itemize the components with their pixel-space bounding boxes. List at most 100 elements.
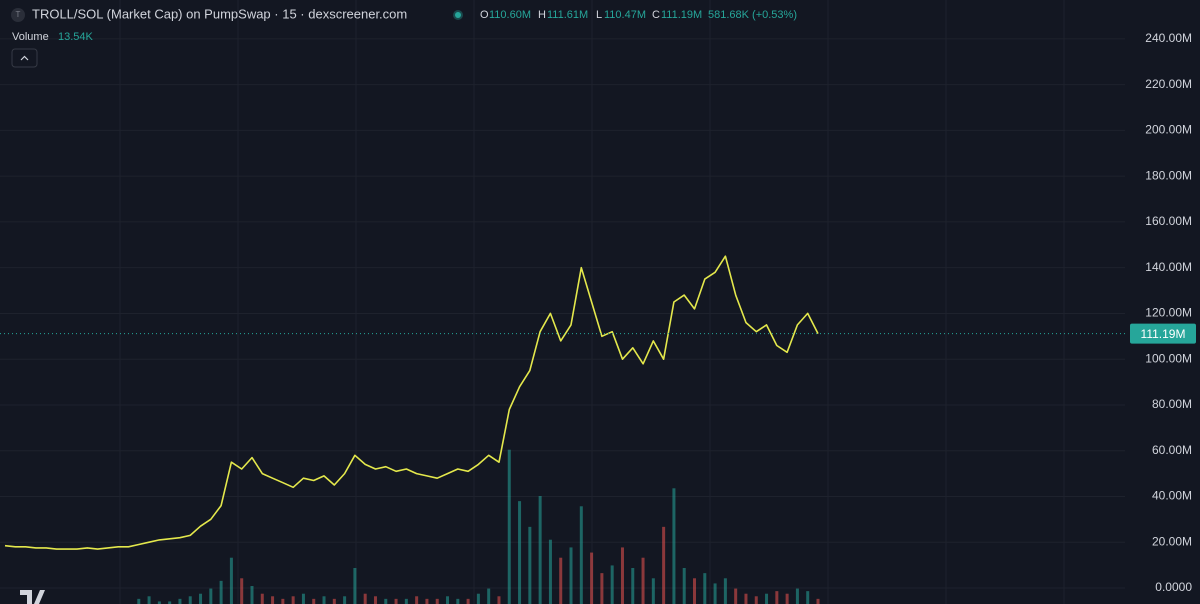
volume-bar [806, 591, 810, 604]
low-value: 110.47M [604, 9, 646, 21]
high-value: 111.61M [547, 9, 588, 21]
change-value: 581.68K (+0.53%) [708, 9, 797, 21]
volume-bar [281, 598, 285, 604]
token-icon-letter: T [16, 10, 21, 19]
volume-bar [754, 596, 758, 604]
collapse-button[interactable] [11, 48, 38, 68]
volume-bar [518, 501, 522, 604]
volume-bar [260, 593, 264, 604]
volume-bar [291, 596, 295, 604]
volume-bar [178, 598, 182, 604]
volume-bar [569, 547, 573, 604]
volume-bar [703, 573, 707, 604]
open-value: 110.60M [489, 9, 531, 21]
volume-bar [137, 598, 141, 604]
volume-bar [620, 547, 624, 604]
volume-bar [301, 593, 305, 604]
y-tick-label: 100.00M [1145, 351, 1192, 365]
volume-bar [723, 578, 727, 604]
volume-bar [734, 588, 738, 604]
volume-bar [528, 526, 532, 604]
vertical-grid [119, 0, 1065, 604]
volume-bar [662, 526, 666, 604]
volume-bar [672, 488, 676, 604]
volume-bar [209, 588, 213, 604]
volume-value: 13.54K [58, 31, 94, 43]
y-tick-label: 120.00M [1145, 306, 1192, 320]
y-tick-label: 240.00M [1145, 31, 1192, 45]
y-tick-label: 40.00M [1152, 489, 1192, 503]
volume-bar [538, 496, 542, 604]
volume-bar [229, 557, 233, 604]
volume-bar [651, 578, 655, 604]
volume-bar [394, 598, 398, 604]
volume-bar [332, 598, 336, 604]
volume-bar [271, 596, 275, 604]
volume-bar [147, 596, 151, 604]
price-scale [1125, 0, 1200, 604]
last-price-label: 111.19M [1141, 327, 1186, 341]
y-tick-label: 80.00M [1152, 397, 1192, 411]
volume-bar [795, 588, 799, 604]
volume-bar [590, 552, 594, 604]
volume-bar [641, 557, 645, 604]
volume-bar [322, 596, 326, 604]
low-label: L [596, 9, 602, 21]
volume-bar [250, 586, 254, 604]
volume-bar [713, 583, 717, 604]
volume-bar [456, 598, 460, 604]
high-label: H [538, 9, 546, 21]
open-label: O [480, 9, 489, 21]
token-icon[interactable] [11, 8, 25, 22]
y-tick-label: 60.00M [1152, 443, 1192, 457]
volume-bar [507, 449, 511, 604]
volume-bar [816, 598, 820, 604]
volume-bar [188, 596, 192, 604]
volume-bar [682, 568, 686, 604]
y-tick-label: 180.00M [1145, 168, 1192, 182]
volume-bar [415, 596, 419, 604]
volume-bar [312, 598, 316, 604]
volume-bar [353, 568, 357, 604]
volume-bar [168, 601, 172, 604]
volume-bar [466, 598, 470, 604]
last-price-box [1130, 323, 1196, 344]
volume-bar [487, 588, 491, 604]
volume-bar [610, 565, 614, 604]
volume-bar [425, 598, 429, 604]
volume-bar [765, 593, 769, 604]
volume-bar [373, 596, 377, 604]
volume-bar [157, 601, 161, 604]
volume-bar [343, 596, 347, 604]
logo[interactable] [20, 590, 45, 604]
y-tick-label: 0.0000 [1155, 580, 1192, 594]
volume-bar [435, 598, 439, 604]
volume-bar [446, 596, 450, 604]
volume-bar [600, 573, 604, 604]
volume-bar [559, 557, 563, 604]
status-dot [455, 12, 461, 18]
volume-bar [775, 591, 779, 604]
volume-label: Volume [12, 31, 49, 43]
volume-bar [199, 593, 203, 604]
volume-bar [631, 568, 635, 604]
volume-bar [497, 596, 501, 604]
volume-bar [240, 578, 244, 604]
y-tick-label: 140.00M [1145, 260, 1192, 274]
close-value: 111.19M [661, 9, 702, 21]
volume-bar [384, 598, 388, 604]
chart-title: TROLL/SOL (Market Cap) on PumpSwap · 15 … [32, 6, 407, 21]
volume-bar [363, 593, 367, 604]
volume-bar [693, 578, 697, 604]
volume-bar [548, 539, 552, 604]
y-tick-label: 160.00M [1145, 214, 1192, 228]
collapse-icon [20, 55, 29, 61]
volume-bar [476, 593, 480, 604]
volume-bar [219, 580, 223, 604]
plot-area [0, 38, 1125, 604]
price-line [4, 255, 819, 550]
y-tick-label: 20.00M [1152, 534, 1192, 548]
